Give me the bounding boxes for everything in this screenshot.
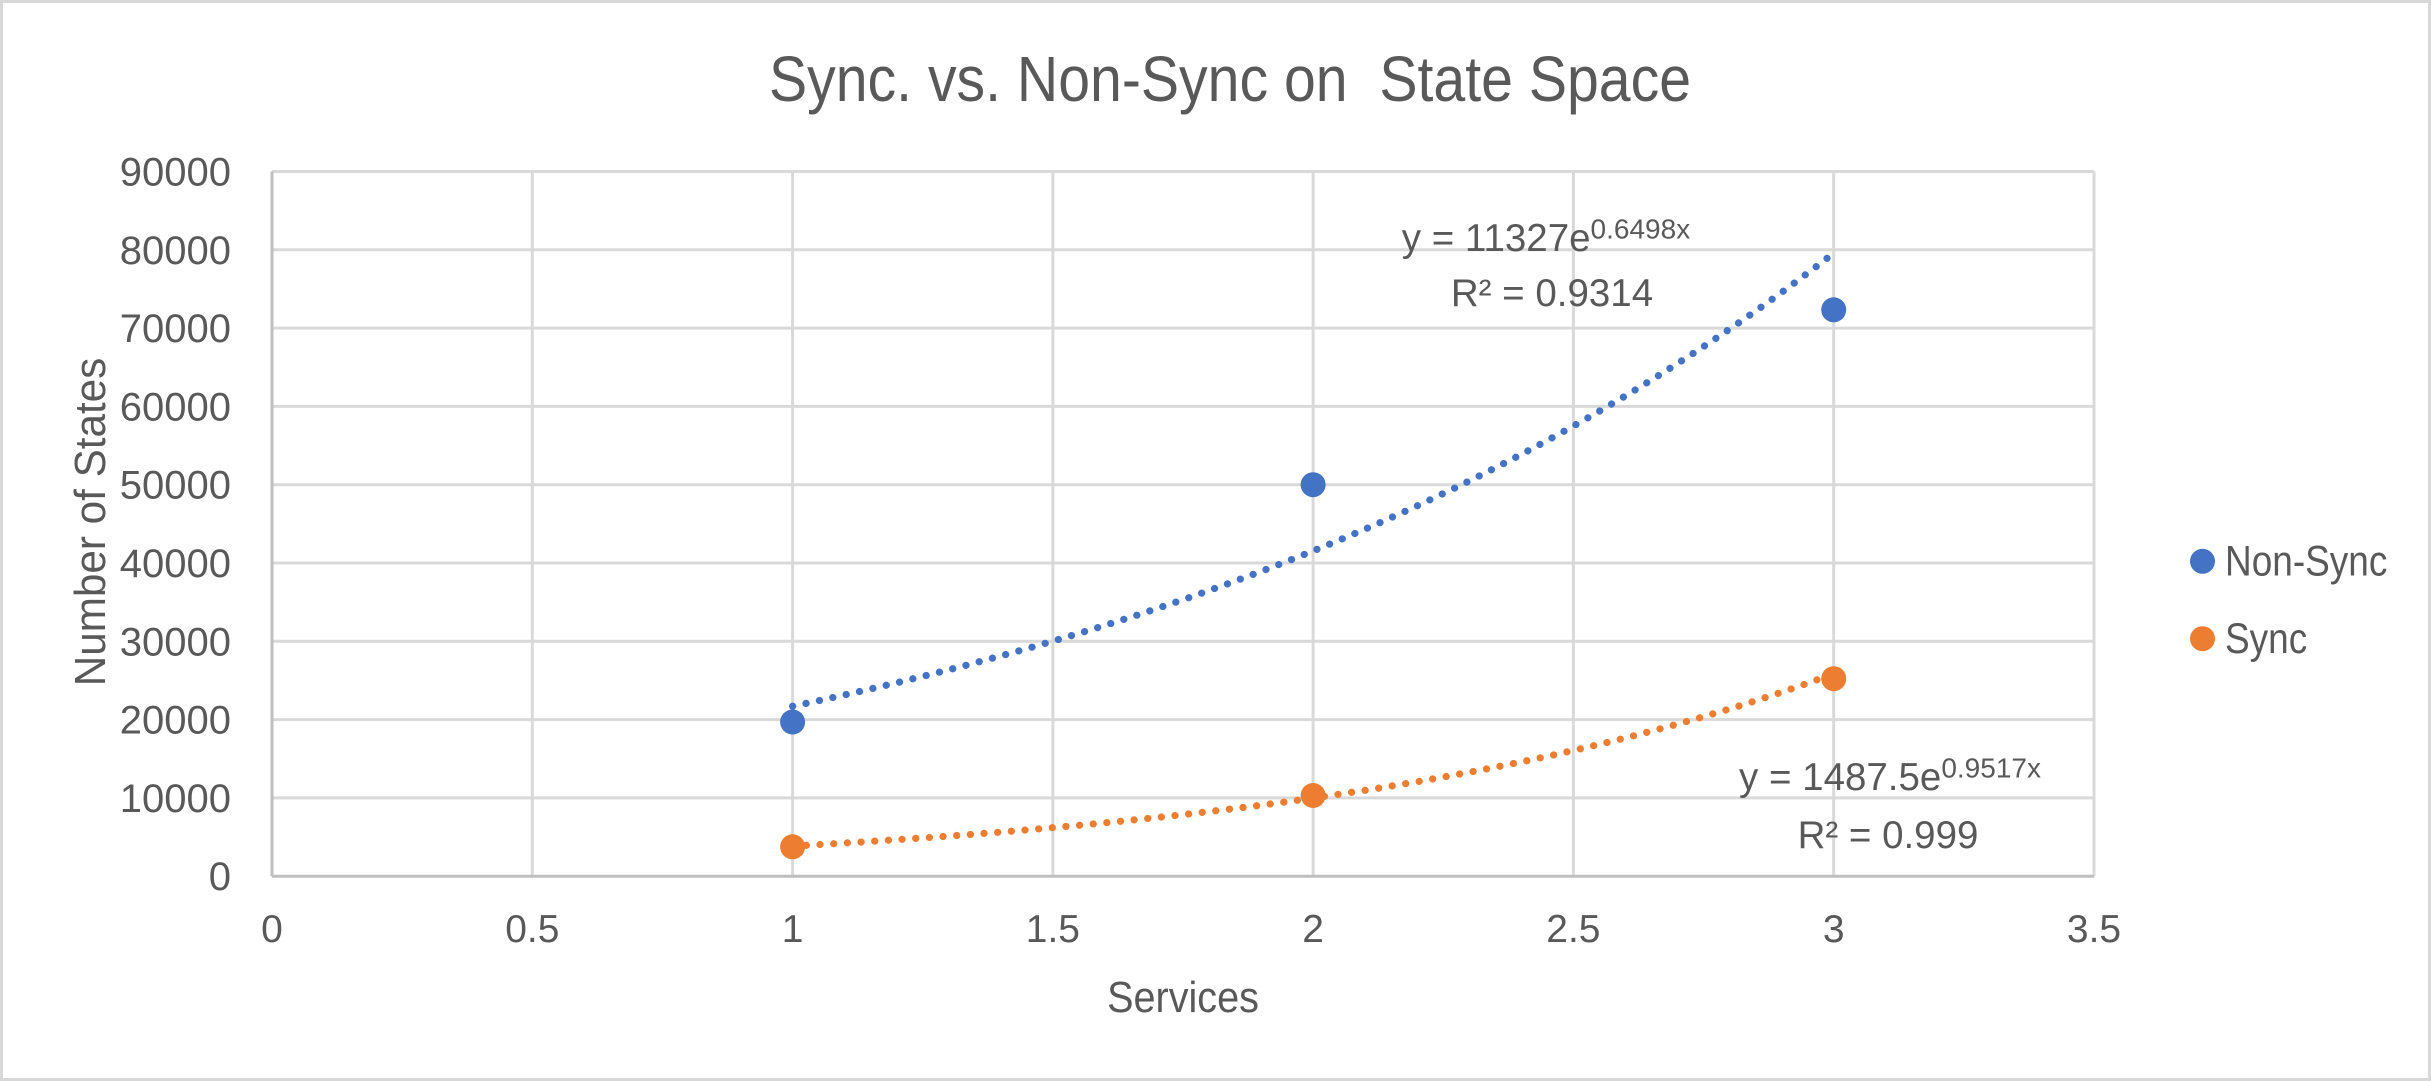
svg-text:0: 0	[209, 855, 231, 899]
svg-text:3.5: 3.5	[2067, 908, 2121, 951]
svg-text:3: 3	[1823, 908, 1845, 951]
svg-text:60000: 60000	[120, 385, 231, 429]
svg-text:1: 1	[782, 908, 804, 951]
svg-text:R² = 0.9314: R² = 0.9314	[1451, 272, 1653, 315]
svg-text:90000: 90000	[120, 151, 231, 195]
svg-text:10000: 10000	[120, 777, 231, 821]
svg-text:30000: 30000	[120, 620, 231, 664]
svg-text:40000: 40000	[120, 542, 231, 586]
svg-text:Sync. vs. Non-Sync on State S: Sync. vs. Non-Sync on State Space	[769, 43, 1691, 115]
svg-text:0: 0	[261, 908, 283, 951]
svg-text:Number of States: Number of States	[66, 358, 115, 687]
svg-text:2.5: 2.5	[1546, 908, 1600, 951]
svg-text:50000: 50000	[120, 464, 231, 508]
svg-text:2: 2	[1302, 908, 1324, 951]
svg-text:20000: 20000	[120, 699, 231, 743]
svg-text:0.5: 0.5	[505, 908, 559, 951]
svg-text:1.5: 1.5	[1026, 908, 1080, 951]
svg-text:80000: 80000	[120, 229, 231, 273]
svg-text:Sync: Sync	[2225, 615, 2307, 662]
svg-text:Non-Sync: Non-Sync	[2225, 538, 2387, 585]
svg-text:Services: Services	[1107, 972, 1259, 1021]
svg-text:70000: 70000	[120, 307, 231, 351]
svg-text:R² = 0.999: R² = 0.999	[1798, 814, 1979, 857]
